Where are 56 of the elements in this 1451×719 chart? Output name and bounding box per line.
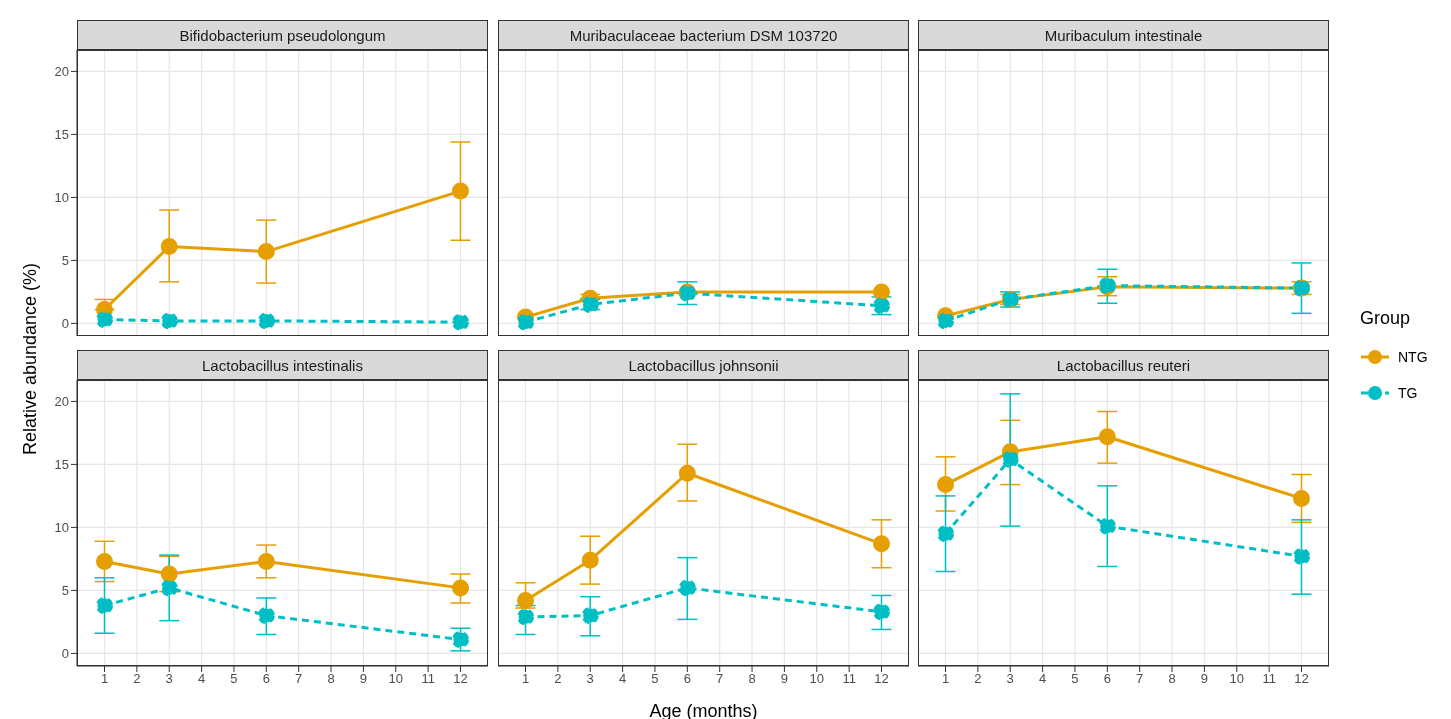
x-tick-label: 4 (1038, 671, 1047, 687)
chart-title: Muribaculaceae bacterium DSM 103720 (498, 20, 909, 50)
legend-label: TG (1398, 385, 1418, 401)
x-tick-label: 1 (941, 671, 950, 687)
x-tick-label: 9 (780, 671, 789, 687)
x-tick-label: 6 (262, 671, 270, 687)
x-tick-label: 1 (521, 671, 530, 687)
chart-title: Lactobacillus intestinalis (77, 350, 488, 380)
x-tick-label: 5 (651, 671, 659, 687)
x-tick-label: 1 (100, 671, 109, 687)
chart-title: Muribaculum intestinale (918, 20, 1329, 50)
x-tick-label: 12 (874, 671, 889, 687)
x-tick-label: 6 (1103, 671, 1111, 687)
x-tick-label: 12 (1294, 671, 1309, 687)
y-tick-label: 10 (54, 190, 69, 206)
y-tick-label: 10 (54, 520, 69, 536)
y-axis-title: Relative abundance (%) (19, 262, 41, 456)
x-tick-label: 3 (1006, 671, 1014, 687)
x-tick-label: 4 (618, 671, 627, 687)
x-tick-label: 9 (1200, 671, 1209, 687)
x-tick-label: 9 (359, 671, 368, 687)
x-tick-label: 6 (683, 671, 691, 687)
y-tick-label: 5 (61, 253, 69, 269)
y-tick-label: 0 (61, 316, 69, 332)
x-tick-label: 10 (1229, 671, 1244, 687)
x-tick-label: 10 (809, 671, 824, 687)
x-tick-label: 10 (388, 671, 403, 687)
x-tick-label: 7 (1136, 671, 1144, 687)
x-tick-label: 5 (1071, 671, 1079, 687)
x-tick-label: 2 (133, 671, 141, 687)
legend-title: Group (1360, 308, 1412, 329)
x-tick-label: 12 (453, 671, 468, 687)
y-tick-label: 20 (54, 394, 69, 410)
x-tick-label: 2 (554, 671, 562, 687)
x-tick-label: 5 (230, 671, 238, 687)
y-tick-label: 15 (54, 457, 69, 473)
chart-title: Bifidobacterium pseudolongum (77, 20, 488, 50)
x-tick-label: 7 (716, 671, 724, 687)
x-tick-label: 8 (748, 671, 756, 687)
x-tick-label: 3 (586, 671, 594, 687)
y-tick-label: 15 (54, 127, 69, 143)
x-tick-label: 11 (421, 671, 435, 687)
legend-label: NTG (1398, 349, 1428, 365)
y-tick-label: 0 (61, 646, 69, 662)
x-tick-label: 8 (327, 671, 335, 687)
x-tick-label: 11 (1262, 671, 1276, 687)
x-tick-label: 3 (165, 671, 173, 687)
x-tick-label: 8 (1168, 671, 1176, 687)
y-tick-label: 20 (54, 64, 69, 80)
chart-title: Lactobacillus reuteri (918, 350, 1329, 380)
x-tick-label: 7 (295, 671, 303, 687)
x-tick-label: 11 (842, 671, 856, 687)
y-tick-label: 5 (61, 583, 69, 599)
chart-title: Lactobacillus johnsonii (498, 350, 909, 380)
x-tick-label: 2 (974, 671, 982, 687)
x-tick-label: 4 (197, 671, 206, 687)
